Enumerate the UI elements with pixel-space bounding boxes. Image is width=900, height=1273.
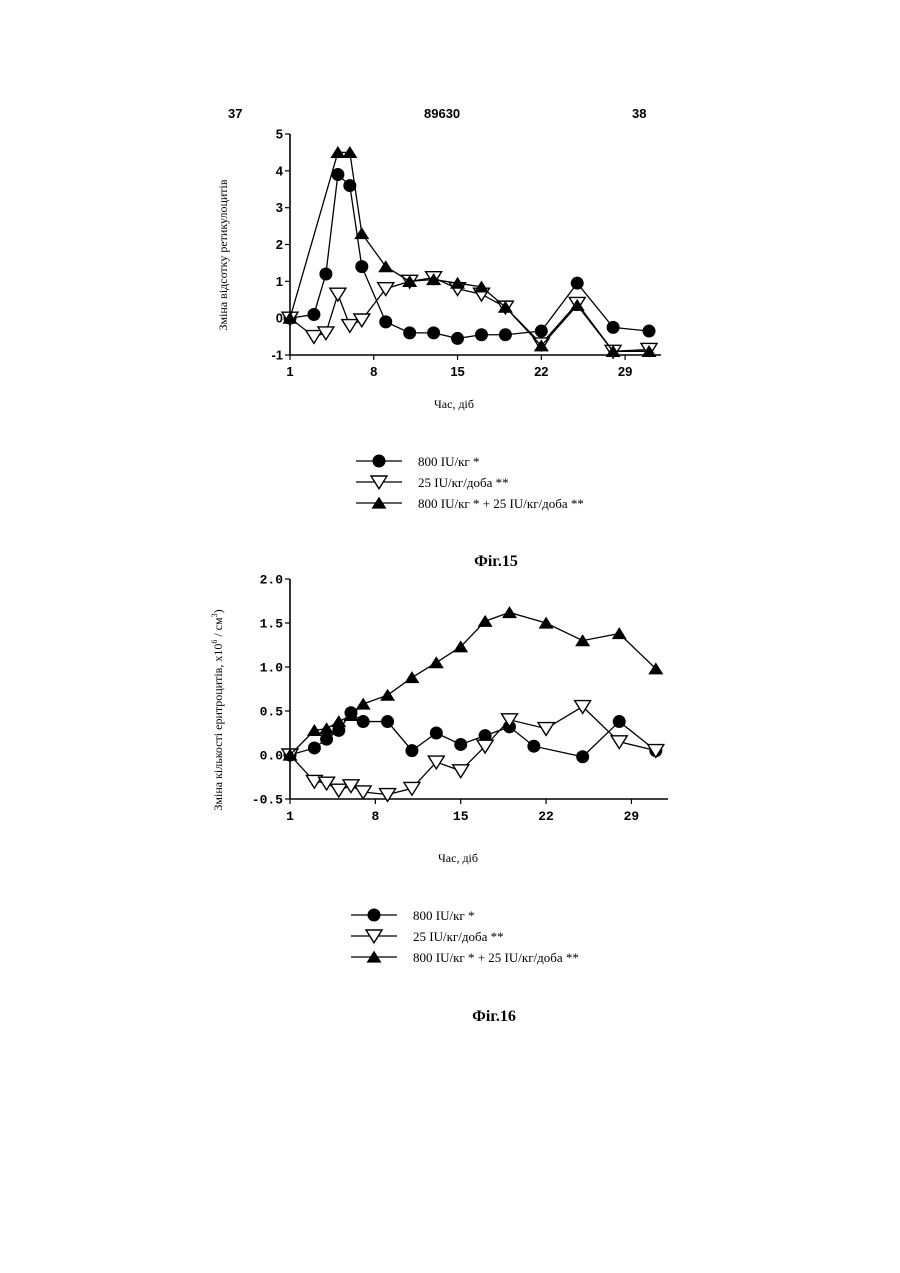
series-1-point [357, 715, 370, 728]
series-1-point [403, 326, 416, 339]
series-2-point [342, 320, 358, 333]
series-2-point [330, 288, 346, 301]
series-2-point [331, 784, 347, 797]
series-1-point [607, 321, 620, 334]
series-2-point [453, 765, 469, 778]
y-tick-label: 1.0 [260, 661, 284, 676]
y-tick-label: 0.5 [260, 705, 284, 720]
legend-entry: 800 IU/кг * + 25 IU/кг/доба ** [413, 950, 579, 965]
y-tick-label: -1 [271, 348, 283, 363]
y-axis-label: Зміна кількості еритроцитів, x106 / см3) [210, 609, 225, 810]
series-3-point [404, 671, 419, 683]
y-tick-label: 2.0 [260, 573, 284, 588]
legend-entry: 800 IU/кг * [413, 908, 474, 923]
series-1-point [320, 733, 333, 746]
series-1-point [308, 741, 321, 754]
series-1-point [355, 260, 368, 273]
y-tick-label: 1.5 [260, 617, 284, 632]
series-3-point [356, 698, 371, 710]
y-axis-label-unit: / см [211, 617, 225, 640]
series-1-point [451, 332, 464, 345]
y-tick-label: 2 [276, 237, 283, 252]
series-3-point [539, 617, 554, 629]
series-1-point [576, 750, 589, 763]
series-2-point [611, 736, 627, 749]
y-tick-label: 5 [276, 127, 283, 142]
series-1-line [290, 175, 649, 339]
legend-entry: 800 IU/кг * + 25 IU/кг/доба ** [418, 496, 584, 511]
series-1-point [527, 740, 540, 753]
series-1-point [307, 308, 320, 321]
legend-entry: 25 IU/кг/доба ** [418, 475, 509, 490]
series-1-point [643, 325, 656, 338]
series-1-point [454, 738, 467, 751]
series-2-point [538, 723, 554, 736]
series-1-point [381, 715, 394, 728]
legend-marker [373, 455, 386, 468]
legend-entry: 25 IU/кг/доба ** [413, 929, 504, 944]
legend-marker [368, 909, 381, 922]
x-tick-label: 1 [286, 364, 293, 379]
series-2-point [378, 283, 394, 296]
series-1-point [379, 315, 392, 328]
series-1-point [535, 325, 548, 338]
series-3-point [319, 722, 334, 734]
series-3-point [429, 656, 444, 668]
series-1-point [430, 727, 443, 740]
legend-entry: 800 IU/кг * [418, 454, 479, 469]
series-3-point [612, 627, 627, 639]
y-tick-label: 0.0 [260, 749, 284, 764]
figure-caption: Фіг.16 [472, 1008, 516, 1025]
figure-16-chart: -0.5 0.0 0.5 1.0 1.5 2.0 1 8 15 22 29 Час, діб Змі… [0, 550, 900, 1050]
series-1-point [499, 328, 512, 341]
series-3-point [331, 715, 346, 727]
y-axis-label-end: ) [211, 609, 225, 613]
x-tick-label: 15 [450, 364, 464, 379]
series-1-point [319, 267, 332, 280]
y-tick-label: 4 [276, 163, 284, 178]
figure-15-chart: -101234518152229 Час, діб Зміна відсотку… [0, 0, 900, 600]
x-tick-label: 8 [371, 809, 379, 824]
y-axis-label: Зміна відсотку ретикулоцитів [216, 179, 230, 330]
series-3-point [378, 260, 393, 272]
x-tick-label: 15 [453, 809, 469, 824]
series-1-point [613, 715, 626, 728]
x-tick-label: 1 [286, 809, 294, 824]
y-tick-label: -0.5 [252, 793, 283, 808]
series-1-point [427, 326, 440, 339]
series-2-point [428, 756, 444, 769]
y-tick-label: 3 [276, 200, 283, 215]
x-tick-label: 22 [538, 809, 554, 824]
series-3-line [290, 612, 656, 755]
y-tick-label: 1 [276, 274, 283, 289]
x-axis-label: Час, діб [434, 397, 474, 411]
series-2-point [306, 331, 322, 344]
x-tick-label: 29 [624, 809, 640, 824]
series-1-point [405, 744, 418, 757]
series-3-point [478, 615, 493, 627]
y-axis-label-main: Зміна кількості еритроцитів, x10 [211, 644, 225, 811]
series-2-point [404, 782, 420, 795]
series-1-point [571, 277, 584, 290]
x-tick-label: 8 [370, 364, 377, 379]
x-tick-label: 22 [534, 364, 548, 379]
x-axis-label: Час, діб [438, 851, 478, 865]
x-tick-label: 29 [618, 364, 632, 379]
series-1-point [475, 328, 488, 341]
series-3-point [502, 606, 517, 618]
